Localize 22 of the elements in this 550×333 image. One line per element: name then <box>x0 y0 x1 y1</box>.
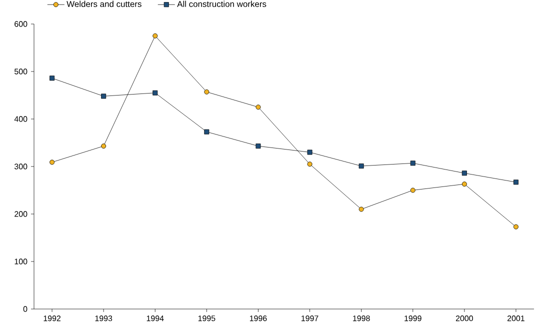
point <box>256 104 261 110</box>
legend-label: All construction workers <box>177 0 266 7</box>
point <box>204 89 210 94</box>
point <box>410 188 416 193</box>
point <box>307 150 312 155</box>
point <box>50 160 55 165</box>
point <box>152 90 158 96</box>
point <box>513 180 518 185</box>
point <box>358 164 364 169</box>
legend-label: Welders and cutters <box>66 0 142 7</box>
point <box>101 144 106 149</box>
point <box>358 206 364 212</box>
point <box>462 182 467 187</box>
point <box>307 162 312 167</box>
point <box>204 129 210 134</box>
point <box>256 144 261 149</box>
point <box>101 94 106 99</box>
point <box>152 33 158 38</box>
point <box>410 160 416 166</box>
point <box>513 224 518 230</box>
point <box>50 76 55 81</box>
point <box>462 170 467 176</box>
